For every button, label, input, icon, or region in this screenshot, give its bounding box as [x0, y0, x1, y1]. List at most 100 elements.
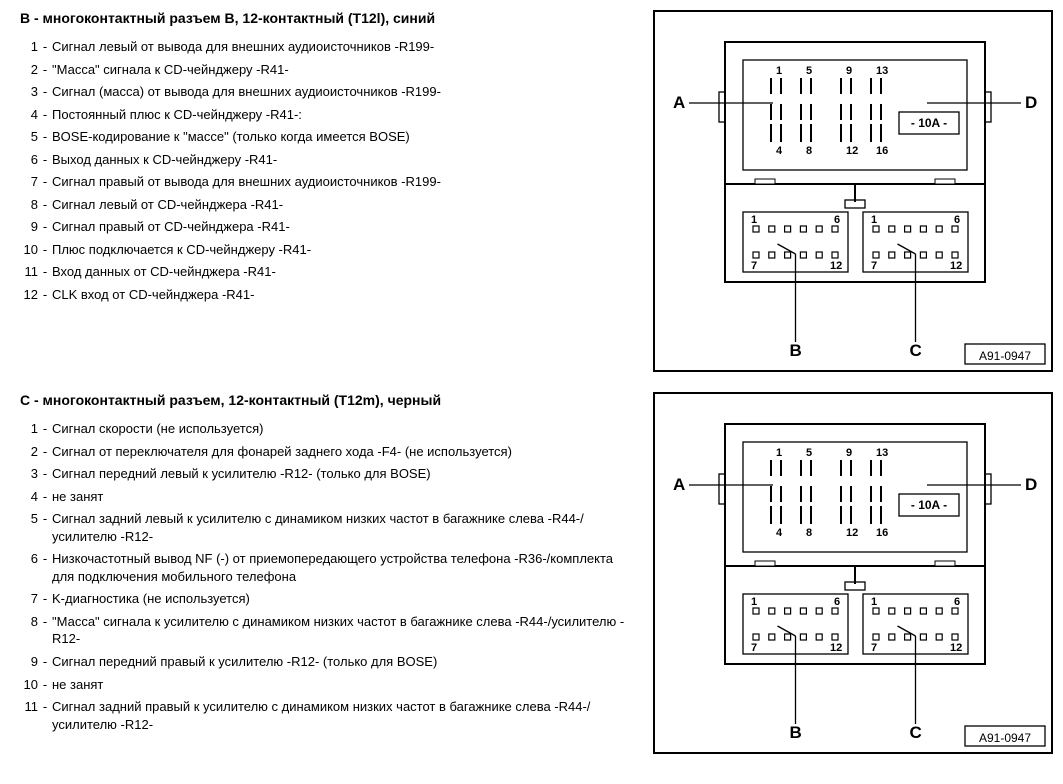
section-c-text: C - многоконтактный разъем, 12-контактны…: [10, 392, 653, 738]
svg-text:12: 12: [830, 642, 842, 654]
pin-item: 3-Сигнал передний левый к усилителю -R12…: [10, 465, 638, 483]
svg-text:1: 1: [776, 65, 782, 77]
pin-number: 2: [10, 443, 38, 461]
pin-description: "Масса" сигнала к усилителю с динамиком …: [52, 613, 638, 648]
pin-item: 12-CLK вход от CD-чейнджера -R41-: [10, 286, 638, 304]
pin-number: 6: [10, 550, 38, 585]
pin-number: 11: [10, 263, 38, 281]
pin-number: 7: [10, 173, 38, 191]
section-b-diagram-col: - 10A -159134812161671216712ADBCA91-0947: [653, 10, 1053, 372]
pin-number: 7: [10, 590, 38, 608]
pin-number: 5: [10, 510, 38, 545]
pin-number: 11: [10, 698, 38, 733]
svg-text:B: B: [790, 341, 802, 360]
pin-dash: -: [38, 61, 52, 79]
pin-item: 1-Сигнал скорости (не используется): [10, 420, 638, 438]
pin-item: 9-Сигнал правый от CD-чейнджера -R41-: [10, 218, 638, 236]
section-c-list: 1-Сигнал скорости (не используется)2-Сиг…: [10, 420, 638, 733]
pin-dash: -: [38, 218, 52, 236]
pin-item: 4-не занят: [10, 488, 638, 506]
svg-text:A91-0947: A91-0947: [979, 349, 1031, 363]
pin-dash: -: [38, 263, 52, 281]
pin-item: 8-Сигнал левый от CD-чейнджера -R41-: [10, 196, 638, 214]
pin-dash: -: [38, 488, 52, 506]
svg-text:8: 8: [806, 145, 812, 157]
section-c-title: C - многоконтактный разъем, 12-контактны…: [20, 392, 638, 408]
connector-diagram-c: - 10A -159134812161671216712ADBCA91-0947: [653, 392, 1053, 754]
svg-text:12: 12: [846, 145, 858, 157]
svg-text:6: 6: [834, 214, 840, 226]
pin-dash: -: [38, 128, 52, 146]
pin-description: Низкочастотный вывод NF (-) от приемопер…: [52, 550, 638, 585]
pin-description: Постоянный плюс к CD-чейнджеру -R41-:: [52, 106, 638, 124]
pin-item: 5-BOSE-кодирование к "массе" (только ког…: [10, 128, 638, 146]
pin-description: Сигнал от переключателя для фонарей задн…: [52, 443, 638, 461]
pin-description: Сигнал (масса) от вывода для внешних ауд…: [52, 83, 638, 101]
pin-dash: -: [38, 83, 52, 101]
pin-description: Сигнал левый от вывода для внешних аудио…: [52, 38, 638, 56]
svg-text:9: 9: [846, 447, 852, 459]
pin-number: 10: [10, 241, 38, 259]
pin-dash: -: [38, 38, 52, 56]
svg-text:4: 4: [776, 145, 783, 157]
pin-description: CLK вход от CD-чейнджера -R41-: [52, 286, 638, 304]
pin-dash: -: [38, 698, 52, 733]
pin-dash: -: [38, 550, 52, 585]
svg-text:6: 6: [954, 214, 960, 226]
svg-text:D: D: [1025, 93, 1037, 112]
pin-number: 8: [10, 613, 38, 648]
pin-dash: -: [38, 510, 52, 545]
svg-text:12: 12: [846, 527, 858, 539]
svg-text:4: 4: [776, 527, 783, 539]
pin-description: не занят: [52, 676, 638, 694]
pin-description: Сигнал передний правый к усилителю -R12-…: [52, 653, 638, 671]
pin-number: 3: [10, 465, 38, 483]
svg-text:6: 6: [834, 596, 840, 608]
pin-number: 8: [10, 196, 38, 214]
pin-dash: -: [38, 173, 52, 191]
pin-item: 1-Сигнал левый от вывода для внешних ауд…: [10, 38, 638, 56]
pin-item: 4-Постоянный плюс к CD-чейнджеру -R41-:: [10, 106, 638, 124]
pin-dash: -: [38, 590, 52, 608]
pin-description: Сигнал правый от CD-чейнджера -R41-: [52, 218, 638, 236]
svg-text:A: A: [673, 93, 685, 112]
pin-number: 3: [10, 83, 38, 101]
svg-text:B: B: [790, 723, 802, 742]
svg-text:13: 13: [876, 65, 888, 77]
svg-text:- 10A -: - 10A -: [911, 116, 947, 130]
pin-dash: -: [38, 465, 52, 483]
svg-text:7: 7: [751, 260, 757, 272]
svg-text:A91-0947: A91-0947: [979, 731, 1031, 745]
svg-text:1: 1: [751, 214, 757, 226]
connector-diagram-b: - 10A -159134812161671216712ADBCA91-0947: [653, 10, 1053, 372]
pin-dash: -: [38, 106, 52, 124]
pin-description: Вход данных от CD-чейнджера -R41-: [52, 263, 638, 281]
svg-text:- 10A -: - 10A -: [911, 498, 947, 512]
pin-item: 8-"Масса" сигнала к усилителю с динамико…: [10, 613, 638, 648]
pin-number: 9: [10, 653, 38, 671]
pin-description: Сигнал скорости (не используется): [52, 420, 638, 438]
pin-number: 1: [10, 420, 38, 438]
pin-description: Сигнал правый от вывода для внешних ауди…: [52, 173, 638, 191]
pin-dash: -: [38, 286, 52, 304]
svg-text:12: 12: [830, 260, 842, 272]
svg-text:7: 7: [751, 642, 757, 654]
pin-dash: -: [38, 613, 52, 648]
svg-text:13: 13: [876, 447, 888, 459]
svg-text:16: 16: [876, 145, 888, 157]
pin-item: 9-Сигнал передний правый к усилителю -R1…: [10, 653, 638, 671]
pin-description: Сигнал левый от CD-чейнджера -R41-: [52, 196, 638, 214]
svg-text:8: 8: [806, 527, 812, 539]
pin-description: Сигнал задний левый к усилителю с динами…: [52, 510, 638, 545]
pin-dash: -: [38, 653, 52, 671]
pin-dash: -: [38, 151, 52, 169]
pin-dash: -: [38, 196, 52, 214]
pin-description: "Масса" сигнала к CD-чейнджеру -R41-: [52, 61, 638, 79]
pin-number: 6: [10, 151, 38, 169]
pin-item: 2-"Масса" сигнала к CD-чейнджеру -R41-: [10, 61, 638, 79]
pin-item: 6-Выход данных к CD-чейнджеру -R41-: [10, 151, 638, 169]
svg-text:7: 7: [871, 642, 877, 654]
svg-text:1: 1: [776, 447, 782, 459]
section-b-text: B - многоконтактный разъем B, 12-контакт…: [10, 10, 653, 309]
pin-dash: -: [38, 241, 52, 259]
